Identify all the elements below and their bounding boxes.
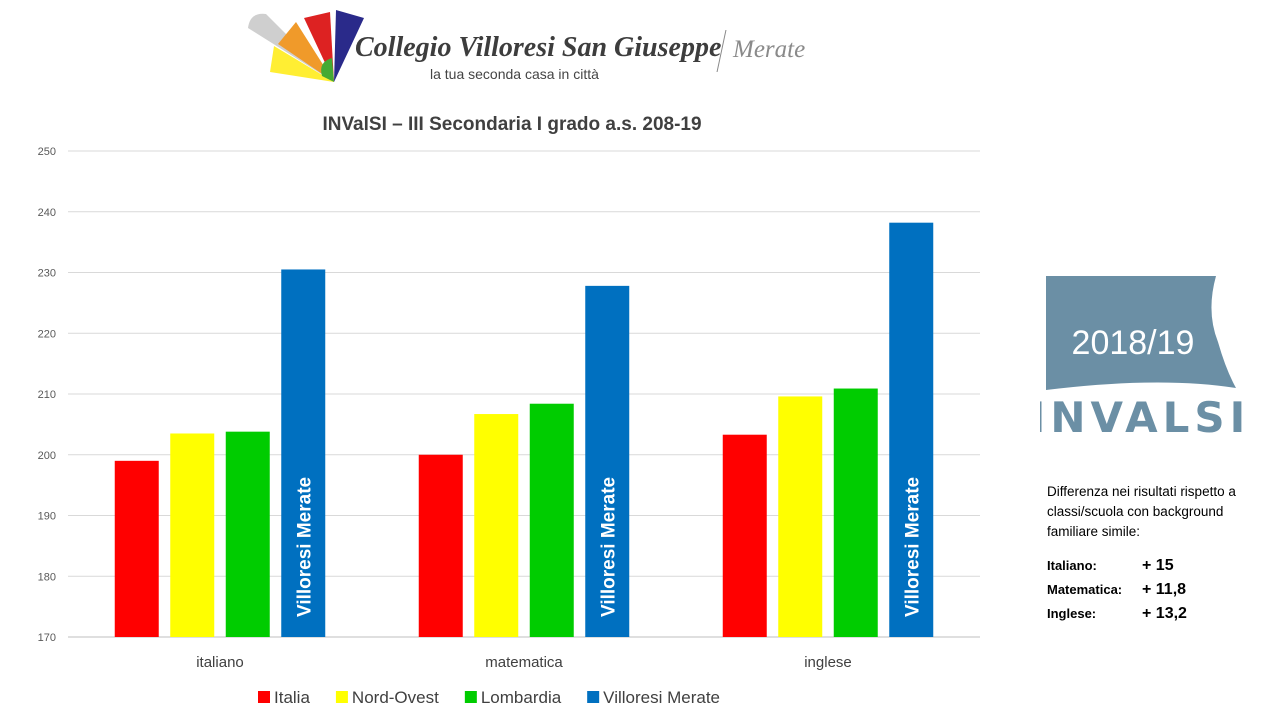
bar-matematica-3 (585, 285, 630, 637)
diff-label: Matematica: (1047, 582, 1123, 597)
chart-bars: Villoresi Merate Villoresi Merate Villores… (114, 222, 934, 637)
side-note: Differenza nei risultati rispetto a clas… (1047, 482, 1272, 624)
logo-tagline: la tua seconda casa in città (430, 66, 599, 82)
bar-inner-label: Villoresi Merate (294, 477, 315, 617)
x-tick-label: inglese (804, 654, 852, 671)
chart-legend: Italia Nord-Ovest Lombardia Villoresi Merat… (258, 688, 720, 707)
bar-inglese-3 (889, 222, 934, 637)
bar-matematica-0 (418, 454, 463, 637)
bar-chart: INValSI – III Secondaria I grado a.s. 20… (38, 114, 980, 707)
legend-label: Italia (274, 688, 310, 707)
bar-italiano-1 (170, 433, 215, 637)
diff-label: Inglese: (1047, 606, 1097, 621)
y-tick-label: 170 (38, 632, 56, 644)
bar-italiano-0 (114, 460, 159, 637)
logo-city: Merate (733, 36, 806, 63)
y-tick-label: 220 (38, 328, 56, 340)
bar-italiano-3 (281, 269, 326, 637)
invalsi-badge: 2018/19 INVALSI (1040, 276, 1250, 442)
bar-inner-label: Villoresi Merate (598, 477, 619, 617)
diff-label: Italiano: (1047, 558, 1097, 573)
bar-inner-label: Villoresi Merate (902, 477, 923, 617)
legend-swatch (464, 691, 477, 703)
bar-inglese-0 (722, 434, 767, 637)
bar-inglese-1 (778, 396, 823, 637)
x-tick-label: matematica (485, 654, 563, 671)
legend-label: Lombardia (481, 688, 562, 707)
y-tick-label: 240 (38, 207, 56, 219)
logo-fan-icon (248, 10, 364, 82)
y-axis: 170 180 190 200 210 220 230 240 250 (38, 146, 56, 644)
y-tick-label: 190 (38, 511, 56, 523)
diff-value: + 13,2 (1142, 605, 1187, 622)
diff-value: + 15 (1142, 557, 1174, 574)
y-tick-label: 230 (38, 268, 56, 280)
chart-grid (68, 150, 980, 638)
y-tick-label: 210 (38, 389, 56, 401)
legend-swatch (587, 691, 600, 703)
diff-row-inglese: Inglese: + 13,2 (1047, 604, 1272, 624)
badge-flag-shape (1046, 276, 1236, 390)
bar-inglese-2 (833, 388, 878, 637)
logo-school-name: Collegio Villoresi San Giuseppe (355, 32, 722, 63)
bar-matematica-2 (529, 403, 574, 637)
diff-row-matematica: Matematica: + 11,8 (1047, 580, 1272, 600)
diff-row-italiano: Italiano: + 15 (1047, 556, 1272, 576)
side-note-text: Differenza nei risultati rispetto a clas… (1047, 484, 1236, 539)
y-tick-label: 180 (38, 571, 56, 583)
x-tick-label: italiano (196, 654, 244, 671)
badge-brand: INVALSI (1040, 393, 1250, 442)
legend-swatch (335, 691, 348, 703)
legend-label: Nord-Ovest (352, 688, 439, 707)
y-tick-label: 200 (38, 450, 56, 462)
bar-matematica-1 (474, 414, 519, 637)
diff-value: + 11,8 (1142, 581, 1187, 598)
badge-year: 2018/19 (1072, 324, 1195, 362)
x-axis: italiano matematica inglese (196, 654, 852, 671)
bar-italiano-2 (225, 431, 270, 637)
school-logo (248, 10, 364, 82)
legend-label: Villoresi Merate (603, 688, 720, 707)
legend-swatch (258, 691, 270, 703)
y-tick-label: 250 (38, 146, 56, 158)
chart-title: INValSI – III Secondaria I grado a.s. 20… (322, 114, 701, 135)
